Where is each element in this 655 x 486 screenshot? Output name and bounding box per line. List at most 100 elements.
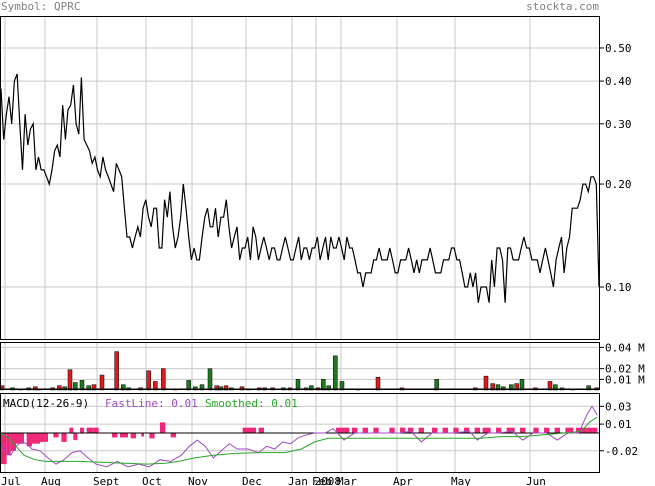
x-tick-label: Dec	[242, 475, 262, 486]
macd-fastline-label: FastLine: 0.01	[105, 397, 198, 410]
macd-histogram-bar	[554, 427, 560, 433]
macd-tick-label: 0.03	[605, 400, 632, 413]
macd-histogram-bar	[418, 427, 424, 433]
macd-histogram-bar	[45, 433, 48, 442]
macd-histogram-bar	[389, 427, 395, 433]
volume-bar	[333, 355, 338, 391]
x-tick-label: Sept	[93, 475, 120, 486]
price-panel	[0, 73, 600, 303]
volume-bar	[375, 376, 381, 391]
macd-histogram-bar	[40, 433, 46, 442]
volume-tick-label: 0.02 M	[605, 363, 645, 376]
macd-histogram-bar	[93, 427, 99, 433]
volume-tick-label: 0.04 M	[605, 341, 645, 354]
price-tick-label: 0.30	[605, 118, 632, 131]
volume-bar	[161, 368, 166, 391]
volume-bar	[519, 379, 525, 391]
macd-histogram-bar	[141, 433, 144, 437]
chart-frame	[0, 16, 604, 473]
macd-histogram-bar	[53, 433, 59, 438]
macd-histogram-bar	[80, 427, 84, 433]
macd-histogram-bar	[26, 433, 32, 447]
macd-histogram-bar	[474, 427, 480, 433]
macd-histogram-bar	[69, 427, 74, 433]
macd-panel	[0, 405, 600, 468]
price-tick-label: 0.10	[605, 281, 632, 294]
macd-histogram-bar	[242, 427, 248, 433]
chart-labels: MACD(12-26-9) FastLine: 0.01 Smoothed: 0…	[1, 42, 645, 486]
volume-bar	[434, 379, 439, 391]
macd-histogram-bar	[400, 427, 406, 433]
macd-smoothed-line	[0, 416, 598, 465]
macd-histogram-bar	[112, 433, 118, 438]
x-tick-label: Aug	[41, 475, 61, 486]
macd-histogram-bar	[408, 427, 414, 433]
macd-histogram-bar	[520, 427, 526, 433]
x-tick-label: Jun	[526, 475, 546, 486]
price-tick-label: 0.20	[605, 178, 632, 191]
macd-histogram-bar	[464, 427, 470, 433]
macd-histogram-bar	[73, 433, 78, 441]
macd-histogram-bar	[130, 433, 136, 439]
macd-histogram-bar	[544, 427, 550, 433]
macd-tick-label: 0.01	[605, 418, 632, 431]
macd-histogram-bar	[352, 427, 358, 433]
volume-bar	[114, 351, 119, 391]
price-tick-label: 0.40	[605, 75, 632, 88]
macd-histogram-bar	[258, 427, 264, 433]
macd-histogram-bar	[362, 427, 368, 433]
site-label: stockta.com	[526, 0, 599, 13]
price-panel-frame	[0, 16, 600, 340]
macd-histogram-bar	[248, 427, 256, 433]
macd-histogram-bar	[373, 427, 379, 433]
macd-histogram-bar	[496, 427, 502, 433]
macd-histogram-bar	[453, 427, 459, 433]
volume-bar	[295, 379, 301, 391]
volume-panel-frame	[0, 342, 600, 390]
macd-smoothed-label: Smoothed: 0.01	[205, 397, 298, 410]
macd-histogram-bar	[586, 427, 598, 433]
macd-histogram-bar	[432, 427, 438, 433]
macd-histogram-bar	[0, 433, 7, 465]
macd-panel-frame	[0, 393, 600, 473]
macd-title: MACD(12-26-9)	[3, 397, 89, 410]
volume-bar	[483, 375, 489, 391]
x-tick-label: Feb	[312, 475, 332, 486]
price-line	[0, 73, 600, 303]
macd-histogram-bar	[506, 427, 515, 433]
x-tick-label: Apr	[393, 475, 413, 486]
macd-histogram-bar	[86, 427, 94, 433]
macd-histogram-bar	[32, 433, 40, 444]
x-tick-label: Jul	[1, 475, 21, 486]
symbol-label: Symbol: QPRC	[1, 0, 81, 13]
macd-fastline-line	[0, 405, 598, 468]
price-tick-label: 0.50	[605, 42, 632, 55]
macd-histogram-bar	[16, 433, 24, 444]
x-tick-label: Nov	[188, 475, 208, 486]
macd-histogram-bar	[120, 433, 128, 438]
macd-tick-label: -0.02	[605, 445, 638, 458]
volume-panel	[0, 351, 600, 391]
macd-histogram-bar	[533, 427, 539, 433]
macd-histogram-bar	[6, 433, 11, 456]
macd-histogram-bar	[341, 427, 350, 433]
x-tick-label: Oct	[142, 475, 162, 486]
macd-histogram-bar	[170, 433, 176, 438]
macd-histogram-bar	[336, 427, 342, 433]
macd-histogram-bar	[10, 433, 16, 451]
volume-bar	[207, 368, 213, 391]
macd-histogram-bar	[576, 427, 587, 433]
macd-histogram-bar	[61, 433, 67, 442]
macd-histogram-bar	[482, 427, 491, 433]
volume-bar	[67, 369, 73, 391]
volume-bar	[99, 374, 105, 391]
volume-tick-label: 0.01 M	[605, 373, 645, 386]
macd-histogram-bar	[442, 427, 448, 433]
x-tick-label: May	[451, 475, 471, 486]
macd-histogram-bar	[160, 422, 166, 433]
macd-histogram-bar	[565, 427, 574, 433]
x-tick-label: Mar	[337, 475, 357, 486]
macd-histogram-bar	[149, 433, 155, 439]
volume-bar	[321, 379, 326, 391]
